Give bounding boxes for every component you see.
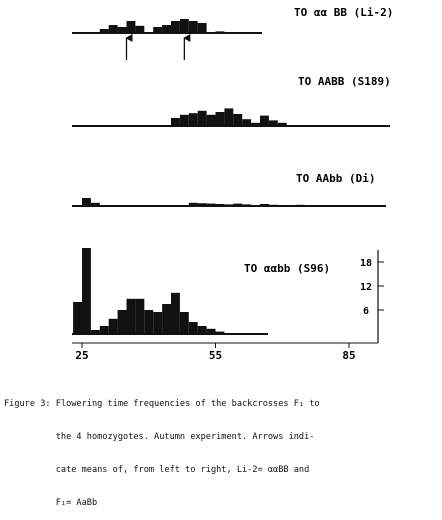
bar-panel-2-1 (171, 118, 180, 126)
bar-panel-1-7 (162, 25, 171, 33)
bar-panel-3-9 (242, 204, 251, 206)
bar-panel-4-16 (207, 329, 216, 334)
bar-panel-4-5 (109, 319, 118, 334)
bar-panel-2-6 (216, 112, 225, 126)
bar-panel-3-4 (198, 203, 207, 206)
bar-panel-2-11 (260, 116, 269, 126)
bar-panel-4-1 (73, 302, 82, 334)
bar-panel-1-4 (127, 21, 136, 33)
bar-panel-4-14 (189, 322, 198, 334)
bar-panel-4-4 (100, 326, 109, 334)
panel-s96: TO ααbb (S96) 25 55 85 18 12 6 (72, 248, 384, 362)
bar-panel-2-5 (207, 115, 216, 126)
bar-panel-2-4 (198, 111, 207, 126)
bar-panel-3-10 (260, 204, 269, 206)
caption-line-2: the 4 homozygotes. Autumn experiment. Ar… (4, 432, 440, 443)
bar-panel-3-12 (296, 205, 305, 206)
bar-panel-2-13 (278, 123, 287, 126)
panel-li2: TO αα BB (Li-2) (72, 6, 393, 60)
bar-panel-1-5 (135, 26, 144, 33)
bar-panel-1-9 (180, 19, 189, 33)
bar-panel-2-9 (242, 119, 251, 126)
panel-4-label: TO ααbb (S96) (244, 262, 330, 275)
panel-s189: TO AABB (S189) (72, 75, 391, 126)
bar-panel-1-6 (153, 27, 162, 33)
bar-panel-3-6 (216, 204, 225, 206)
panel-di: TO AAbb (Di) (72, 172, 386, 206)
bar-panel-4-6 (118, 310, 127, 334)
flowering-histograms: TO αα BB (Li-2) TO AABB (S189) TO AAbb (… (0, 0, 442, 431)
y-tick-label-18: 18 (360, 258, 372, 269)
panel-1-label: TO αα BB (Li-2) (294, 6, 393, 19)
bar-panel-3-5 (207, 204, 216, 206)
bar-panel-3-11 (269, 205, 278, 206)
bar-panel-1-8 (171, 21, 180, 33)
bar-panel-2-7 (224, 108, 233, 126)
x-axis-ticks: 25 55 85 (75, 343, 355, 362)
panel-4-bars (73, 248, 224, 334)
bar-panel-3-7 (224, 204, 233, 206)
y-tick-label-6: 6 (363, 306, 369, 317)
bar-panel-4-13 (180, 312, 189, 334)
panel-1-bars (100, 19, 225, 33)
bar-panel-1-1 (100, 29, 109, 33)
panel-2-label: TO AABB (S189) (298, 75, 391, 88)
bar-panel-2-12 (269, 120, 278, 126)
panel-3-label: TO AAbb (Di) (296, 172, 375, 185)
caption-line-4: F₁= AaBb (4, 498, 440, 509)
panel-1-mean-arrows (127, 38, 185, 60)
bar-panel-4-2 (82, 248, 91, 334)
bar-panel-1-11 (198, 23, 207, 33)
bar-panel-1-10 (189, 21, 198, 33)
x-tick-label-55: 55 (209, 349, 222, 362)
caption-line-3: cate means of, from left to right, Li-2=… (4, 465, 440, 476)
bar-panel-2-8 (233, 114, 242, 126)
bar-panel-4-12 (171, 293, 180, 334)
bar-panel-4-8 (135, 299, 144, 334)
panel-2-bars (171, 108, 287, 126)
bar-panel-2-3 (189, 113, 198, 126)
bar-panel-1-3 (118, 27, 127, 33)
bar-panel-3-3 (189, 203, 198, 206)
x-tick-label-85: 85 (342, 349, 355, 362)
bar-panel-3-8 (233, 204, 242, 206)
y-axis-ticks: 18 12 6 (360, 258, 384, 317)
bar-panel-4-3 (91, 330, 100, 334)
x-tick-label-25: 25 (75, 349, 88, 362)
figure-caption: Figure 3: Flowering time frequencies of … (4, 377, 440, 520)
bar-panel-3-1 (82, 198, 91, 206)
caption-line-1: Figure 3: Flowering time frequencies of … (4, 399, 440, 410)
bar-panel-3-2 (91, 203, 100, 206)
bar-panel-1-12 (216, 31, 225, 33)
bar-panel-2-10 (251, 123, 260, 126)
bar-panel-1-2 (109, 25, 118, 33)
bar-panel-2-2 (180, 115, 189, 126)
bar-panel-4-7 (127, 299, 136, 334)
bar-panel-4-10 (153, 312, 162, 334)
bar-panel-4-9 (144, 310, 153, 334)
bar-panel-4-15 (198, 326, 207, 334)
panel-3-bars (82, 198, 305, 206)
y-tick-label-12: 12 (360, 282, 372, 293)
bar-panel-4-11 (162, 304, 171, 334)
bar-panel-4-17 (216, 332, 225, 334)
